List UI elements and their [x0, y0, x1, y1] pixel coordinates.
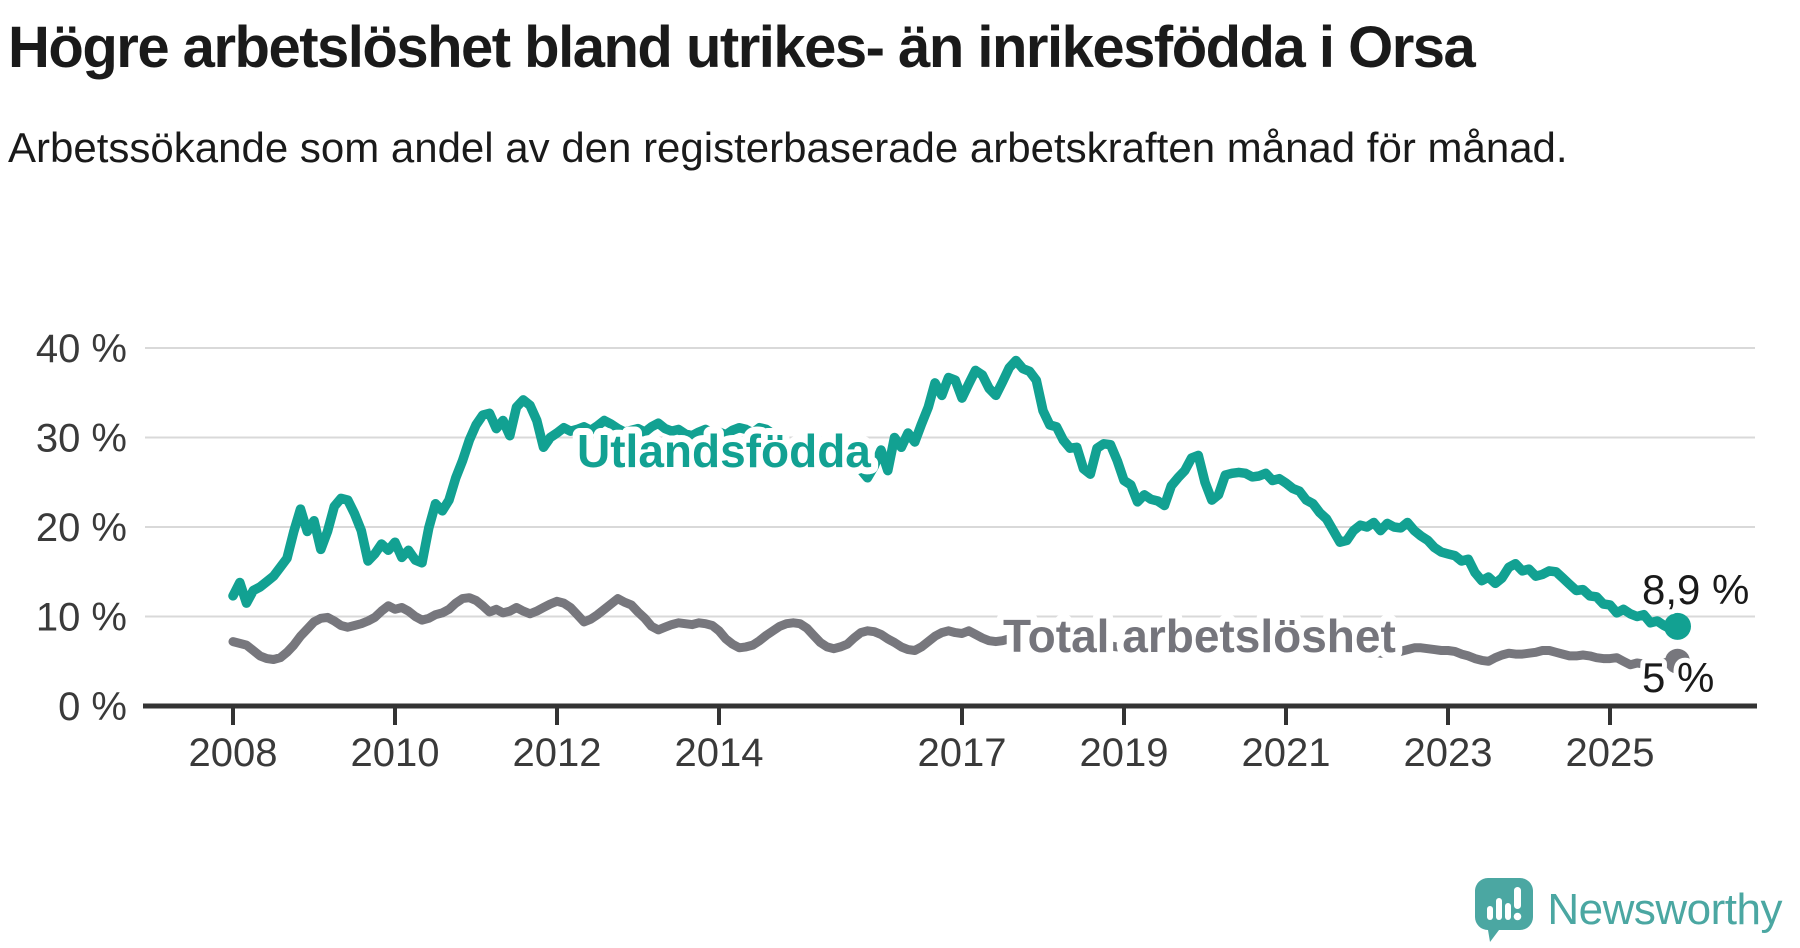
series-label-total: Total arbetslöshet — [1003, 610, 1396, 662]
end-dot-utlandsfodda — [1664, 612, 1691, 640]
y-tick-label: 10 % — [36, 596, 127, 640]
end-value-label-total: 5 % — [1642, 654, 1714, 701]
x-tick-label: 2017 — [918, 731, 1007, 775]
logo-bar-1 — [1487, 906, 1494, 920]
series-line-utlandsfodda — [228, 355, 1683, 634]
x-tick-label: 2023 — [1404, 731, 1493, 775]
x-tick-label: 2010 — [351, 731, 440, 775]
x-tick-label: 2019 — [1080, 731, 1169, 775]
y-tick-label: 0 % — [58, 685, 127, 729]
y-tick-label: 30 % — [36, 417, 127, 461]
newsworthy-logo-text: Newsworthy — [1547, 885, 1782, 934]
y-tick-label: 40 % — [36, 327, 127, 371]
end-value-label-utlandsfodda: 8,9 % — [1642, 566, 1749, 613]
logo-bar-3 — [1505, 903, 1512, 920]
chart-subtitle: Arbetssökande som andel av den registerb… — [8, 124, 1568, 171]
page-title: Högre arbetslöshet bland utrikes- än inr… — [8, 15, 1476, 80]
series-line-total — [228, 593, 1682, 672]
x-tick-label: 2025 — [1566, 731, 1655, 775]
x-tick-label: 2008 — [189, 731, 278, 775]
end-dot-total — [1665, 648, 1690, 674]
logo-exclamation-bar — [1514, 887, 1522, 909]
series-label-utlandsfodda: Utlandsfödda — [577, 425, 871, 477]
newsworthy-logo-icon — [1475, 878, 1534, 942]
logo-bar-2 — [1496, 898, 1503, 920]
y-tick-label: 20 % — [36, 506, 127, 550]
x-tick-label: 2014 — [675, 731, 764, 775]
x-tick-label: 2012 — [513, 731, 602, 775]
logo-exclamation-dot — [1514, 912, 1522, 921]
logo-speech-bubble — [1475, 878, 1534, 942]
newsworthy-logo: Newsworthy — [1475, 878, 1782, 942]
x-tick-label: 2021 — [1242, 731, 1331, 775]
